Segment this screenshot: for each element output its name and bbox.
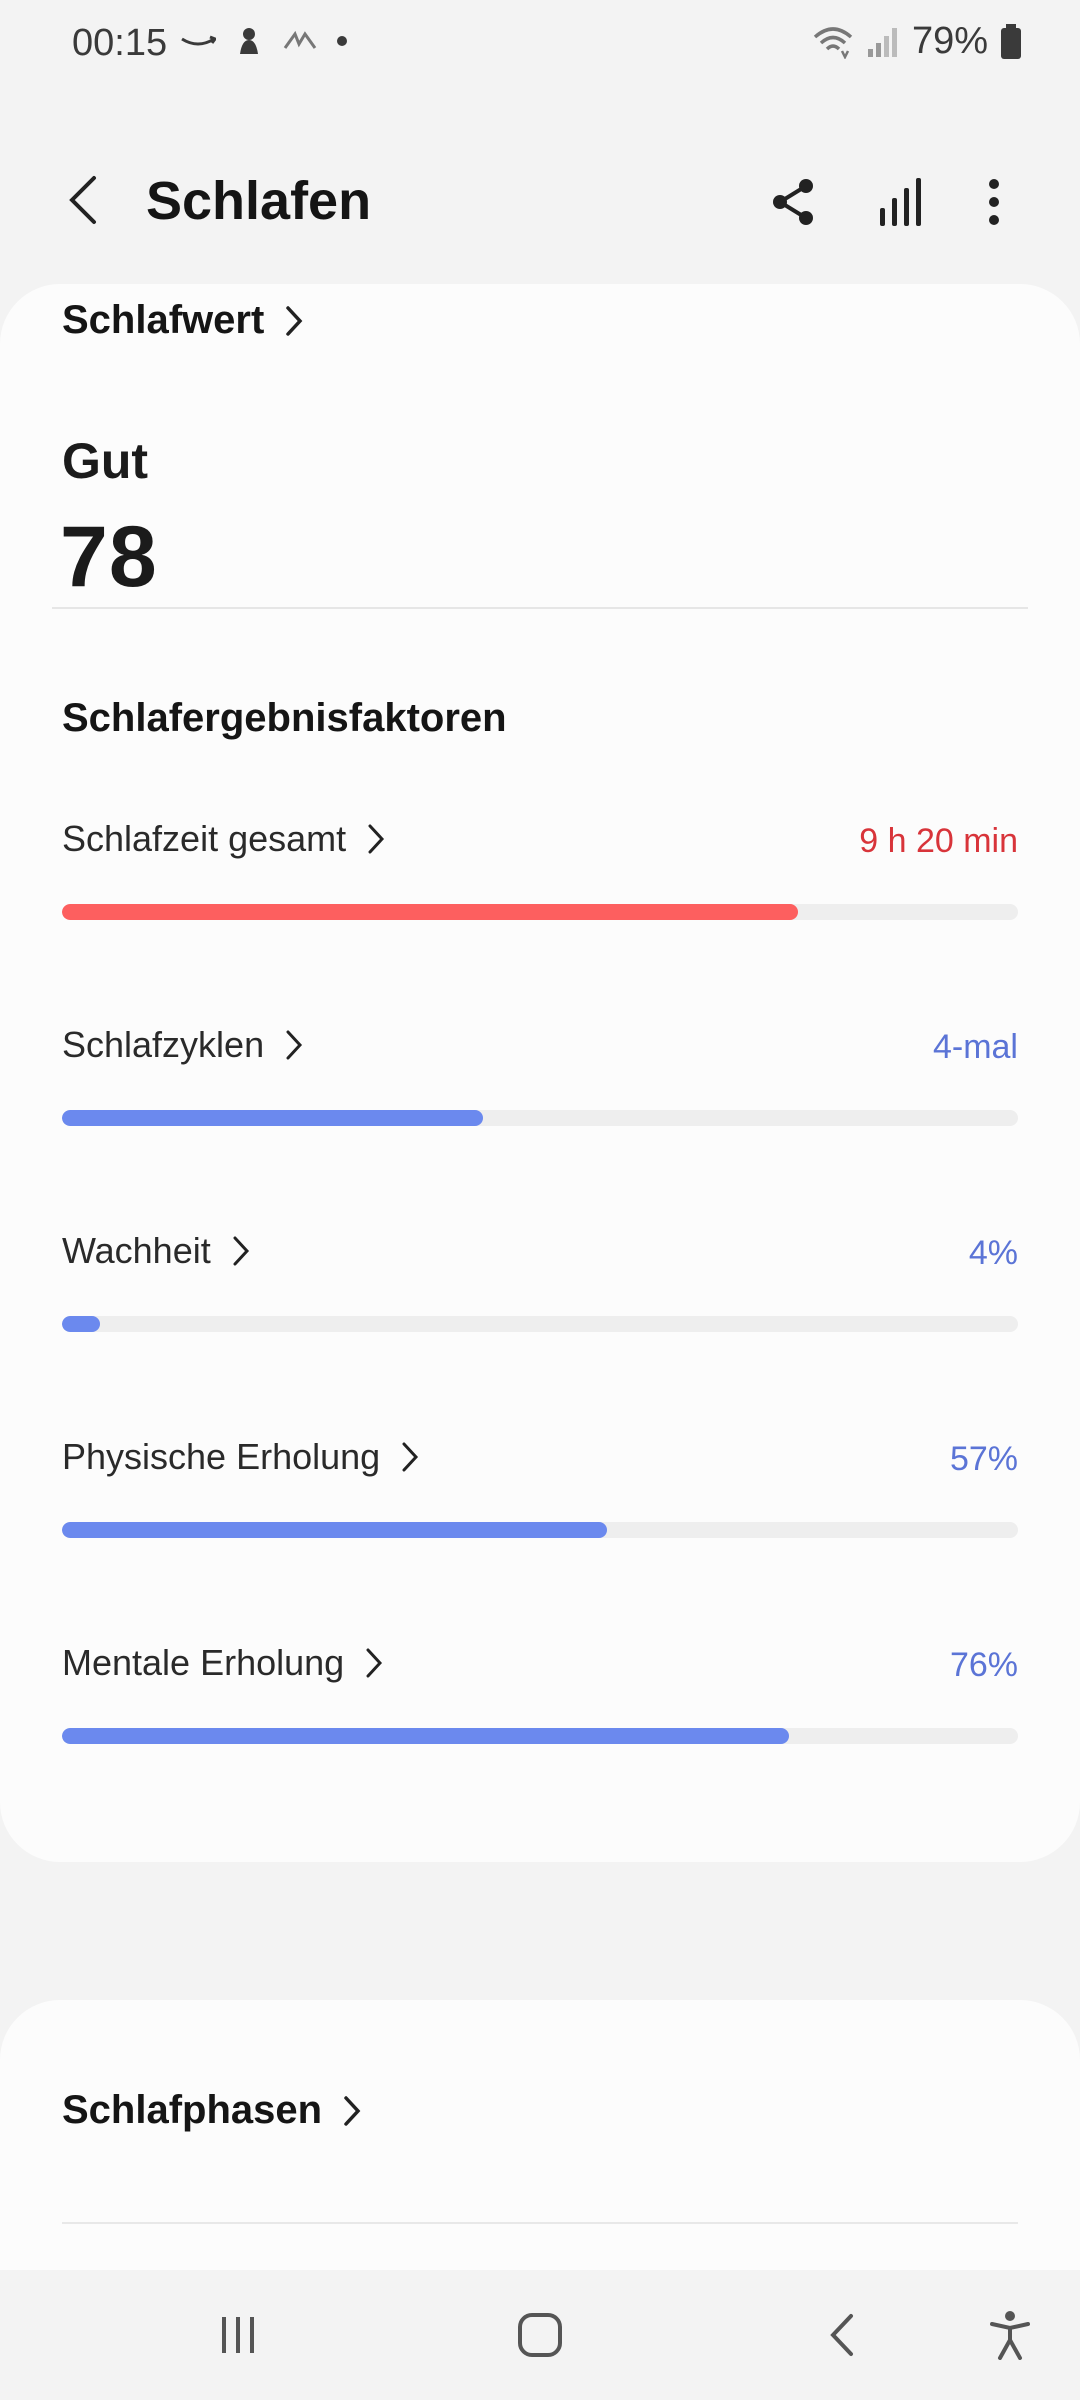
chevron-right-icon	[286, 1030, 303, 1060]
sync-icon	[283, 30, 317, 49]
amazon-icon	[181, 35, 216, 46]
more-vert-icon	[989, 179, 999, 225]
factor-awakeness[interactable]: Wachheit 4%	[62, 1230, 1018, 1350]
factor-mental-recovery[interactable]: Mentale Erholung 76%	[62, 1642, 1018, 1762]
progress-fill	[62, 904, 799, 920]
chevron-right-icon	[344, 2095, 361, 2126]
home-icon	[518, 2313, 562, 2357]
factor-value: 57%	[949, 1440, 1018, 1478]
progress-track	[62, 904, 1018, 920]
factor-label: Physische Erholung	[62, 1436, 381, 1477]
chevron-right-icon	[286, 305, 303, 336]
sleep-score-value: 78	[60, 509, 158, 605]
recent-apps-icon	[222, 2317, 254, 2353]
back-button[interactable]	[58, 170, 118, 230]
status-bar: 00:15 79%	[0, 0, 1080, 90]
progress-track	[62, 1316, 1018, 1332]
progress-fill	[62, 1110, 483, 1126]
divider	[52, 607, 1028, 609]
back-icon	[830, 2314, 853, 2356]
more-options-button[interactable]	[962, 170, 1026, 234]
sleep-phases-chart-preview	[62, 2222, 1018, 2276]
sleep-score-link-label: Schlafwert	[62, 298, 265, 342]
progress-fill	[62, 1728, 789, 1744]
status-time: 00:15	[72, 22, 168, 64]
sleep-phases-link[interactable]: Schlafphasen	[62, 2088, 366, 2133]
back-arrow-icon	[69, 176, 96, 224]
page-title: Schlafen	[146, 171, 372, 231]
recent-apps-button[interactable]	[198, 2300, 278, 2370]
factor-label: Schlafzyklen	[62, 1024, 265, 1065]
sleep-rating: Gut	[62, 433, 149, 489]
factor-total-sleep-time[interactable]: Schlafzeit gesamt 9 h 20 min	[62, 818, 1018, 938]
chevron-right-icon	[366, 1648, 383, 1678]
factor-label: Wachheit	[62, 1230, 211, 1271]
signal-bars-icon	[880, 178, 921, 226]
factor-value: 4%	[968, 1234, 1018, 1272]
chevron-right-icon	[233, 1236, 249, 1266]
system-nav-bar	[0, 2270, 1080, 2400]
chevron-right-icon	[402, 1442, 419, 1472]
factor-label: Schlafzeit gesamt	[62, 818, 347, 859]
wifi-icon	[813, 26, 853, 59]
factor-value: 9 h 20 min	[859, 822, 1018, 860]
home-button[interactable]	[500, 2300, 580, 2370]
progress-track	[62, 1110, 1018, 1126]
factor-physical-recovery[interactable]: Physische Erholung 57%	[62, 1436, 1018, 1556]
factor-value: 4-mal	[932, 1028, 1018, 1066]
progress-fill	[62, 1316, 101, 1332]
stats-button[interactable]	[868, 170, 932, 234]
app-notification-icon	[240, 28, 258, 54]
accessibility-button[interactable]	[970, 2300, 1050, 2370]
progress-fill	[62, 1522, 607, 1538]
dot-icon	[337, 36, 347, 46]
factor-value: 76%	[949, 1646, 1018, 1684]
battery-icon	[1001, 23, 1021, 59]
chevron-right-icon	[368, 824, 385, 854]
battery-percent: 79%	[911, 20, 988, 62]
progress-track	[62, 1728, 1018, 1744]
status-left-icons	[180, 26, 348, 56]
sleep-score-card	[0, 284, 1080, 1862]
status-right: 79%	[812, 20, 1022, 63]
progress-track	[62, 1522, 1018, 1538]
sleep-score-link[interactable]: Schlafwert	[62, 298, 308, 343]
share-button[interactable]	[762, 170, 826, 234]
factor-label: Mentale Erholung	[62, 1642, 345, 1683]
accessibility-icon	[990, 2311, 1030, 2360]
system-back-button[interactable]	[802, 2300, 882, 2370]
cell-signal-icon	[867, 27, 897, 57]
share-icon	[773, 179, 813, 225]
sleep-phases-link-label: Schlafphasen	[62, 2088, 323, 2132]
factor-sleep-cycles[interactable]: Schlafzyklen 4-mal	[62, 1024, 1018, 1144]
factors-title: Schlafergebnisfaktoren	[62, 696, 507, 740]
